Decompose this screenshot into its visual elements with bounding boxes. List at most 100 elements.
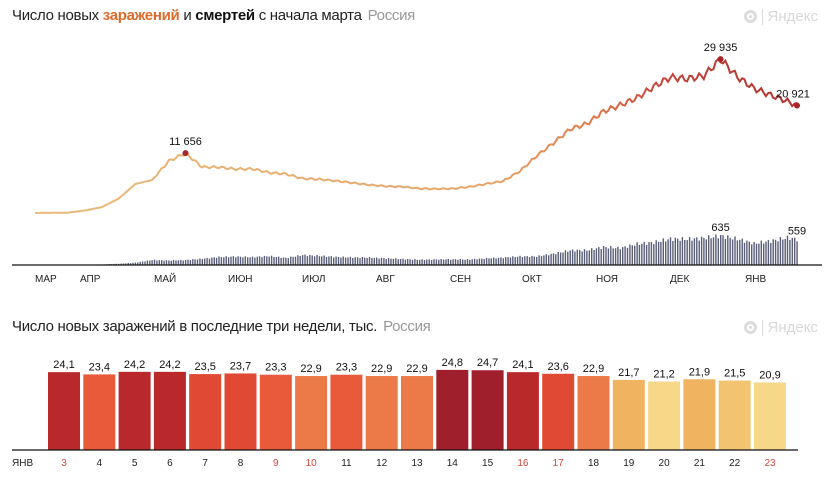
region-selector[interactable]: Россия bbox=[367, 7, 416, 24]
death-bar bbox=[347, 257, 349, 265]
month-tick-label: ИЮН bbox=[228, 274, 253, 285]
bar[interactable] bbox=[718, 380, 751, 450]
death-bar bbox=[509, 257, 512, 265]
death-bar bbox=[500, 257, 502, 265]
yandex-logo[interactable]: Яндекс bbox=[743, 8, 818, 25]
bar[interactable] bbox=[83, 374, 116, 450]
death-bar bbox=[717, 238, 719, 265]
day-tick-label: 20 bbox=[659, 458, 671, 469]
bar[interactable] bbox=[118, 371, 151, 450]
bar[interactable] bbox=[754, 382, 786, 450]
death-bar bbox=[442, 259, 445, 265]
death-bar bbox=[158, 260, 160, 265]
death-bar bbox=[767, 240, 770, 265]
chart1-title: Число новых заражений и смертей с начала… bbox=[12, 7, 415, 24]
death-bar bbox=[779, 237, 782, 265]
death-bar bbox=[469, 259, 471, 265]
death-bar bbox=[796, 241, 798, 265]
infections-label: 11 656 bbox=[169, 136, 202, 148]
death-bar bbox=[528, 257, 531, 265]
death-bar bbox=[366, 258, 368, 265]
yandex-logo[interactable]: Яндекс bbox=[743, 319, 818, 336]
death-bar bbox=[612, 248, 614, 265]
divider bbox=[761, 8, 763, 25]
month-tick-label: ОКТ bbox=[522, 274, 542, 285]
death-bar bbox=[524, 256, 526, 265]
death-bar bbox=[402, 258, 404, 265]
bar[interactable] bbox=[295, 376, 328, 450]
death-bar bbox=[177, 260, 180, 265]
death-bar bbox=[588, 250, 590, 265]
day-tick-label: 10 bbox=[306, 458, 318, 469]
bar[interactable] bbox=[648, 381, 681, 450]
death-bar bbox=[232, 256, 235, 265]
death-bar bbox=[213, 257, 215, 265]
death-bar bbox=[184, 259, 187, 265]
death-bar bbox=[691, 240, 693, 265]
bar[interactable] bbox=[330, 374, 363, 450]
bar[interactable] bbox=[48, 372, 80, 450]
infections-point[interactable] bbox=[794, 102, 800, 109]
death-bar bbox=[567, 251, 569, 265]
day-tick-label: 11 bbox=[341, 458, 352, 469]
bar[interactable] bbox=[365, 376, 398, 450]
death-bar bbox=[722, 235, 724, 265]
title-text: с начала марта bbox=[254, 7, 362, 24]
day-tick-label: 6 bbox=[167, 458, 173, 469]
bar-value-label: 24,2 bbox=[159, 359, 180, 371]
month-tick-label: ЯНВ bbox=[745, 274, 766, 285]
bar[interactable] bbox=[436, 369, 469, 450]
bar[interactable] bbox=[189, 374, 222, 450]
bar-value-label: 23,4 bbox=[89, 361, 110, 373]
infections-point[interactable] bbox=[717, 56, 724, 63]
bar-value-label: 22,9 bbox=[583, 363, 604, 375]
death-bar bbox=[751, 244, 753, 265]
bar[interactable] bbox=[577, 376, 610, 450]
death-bar bbox=[368, 257, 371, 265]
death-bar bbox=[395, 258, 397, 265]
bar[interactable] bbox=[683, 379, 716, 450]
bar[interactable] bbox=[542, 373, 575, 450]
death-bar bbox=[631, 245, 633, 265]
death-bar bbox=[471, 259, 473, 265]
death-bar bbox=[743, 242, 746, 265]
death-bar bbox=[359, 258, 361, 265]
death-bar bbox=[316, 255, 318, 265]
bar-value-label: 23,3 bbox=[265, 362, 286, 374]
death-bar bbox=[414, 259, 416, 265]
bar-value-label: 24,8 bbox=[442, 357, 463, 369]
bar-value-label: 22,9 bbox=[406, 363, 427, 375]
death-bar bbox=[280, 258, 282, 265]
death-bar bbox=[254, 257, 256, 265]
death-bar bbox=[653, 244, 655, 265]
death-bar bbox=[624, 246, 626, 265]
death-bar bbox=[512, 256, 514, 265]
title-text: Число новых bbox=[12, 7, 103, 24]
bar[interactable] bbox=[259, 374, 292, 450]
bar[interactable] bbox=[224, 373, 257, 450]
death-bar bbox=[220, 257, 223, 265]
death-bar bbox=[614, 248, 617, 265]
bar[interactable] bbox=[612, 379, 645, 450]
bar[interactable] bbox=[471, 370, 504, 450]
infections-point[interactable] bbox=[182, 150, 189, 157]
bar-value-label: 22,9 bbox=[300, 363, 321, 375]
bar[interactable] bbox=[506, 372, 539, 450]
death-bar bbox=[782, 239, 784, 265]
death-bar bbox=[318, 256, 321, 265]
death-bar bbox=[218, 256, 220, 265]
bar-value-label: 24,2 bbox=[124, 359, 145, 371]
death-bar bbox=[165, 260, 168, 265]
death-bar bbox=[770, 243, 772, 265]
death-bar bbox=[421, 259, 423, 265]
death-bar bbox=[705, 239, 707, 265]
death-bar bbox=[794, 237, 796, 265]
bar[interactable] bbox=[401, 376, 433, 450]
day-tick-label: 14 bbox=[447, 458, 459, 469]
bar-value-label: 21,9 bbox=[689, 366, 710, 378]
region-selector[interactable]: Россия bbox=[383, 318, 431, 335]
death-bar bbox=[282, 257, 285, 265]
death-bar bbox=[481, 258, 483, 265]
bar[interactable] bbox=[153, 371, 186, 450]
bar-value-label: 23,3 bbox=[336, 362, 357, 374]
